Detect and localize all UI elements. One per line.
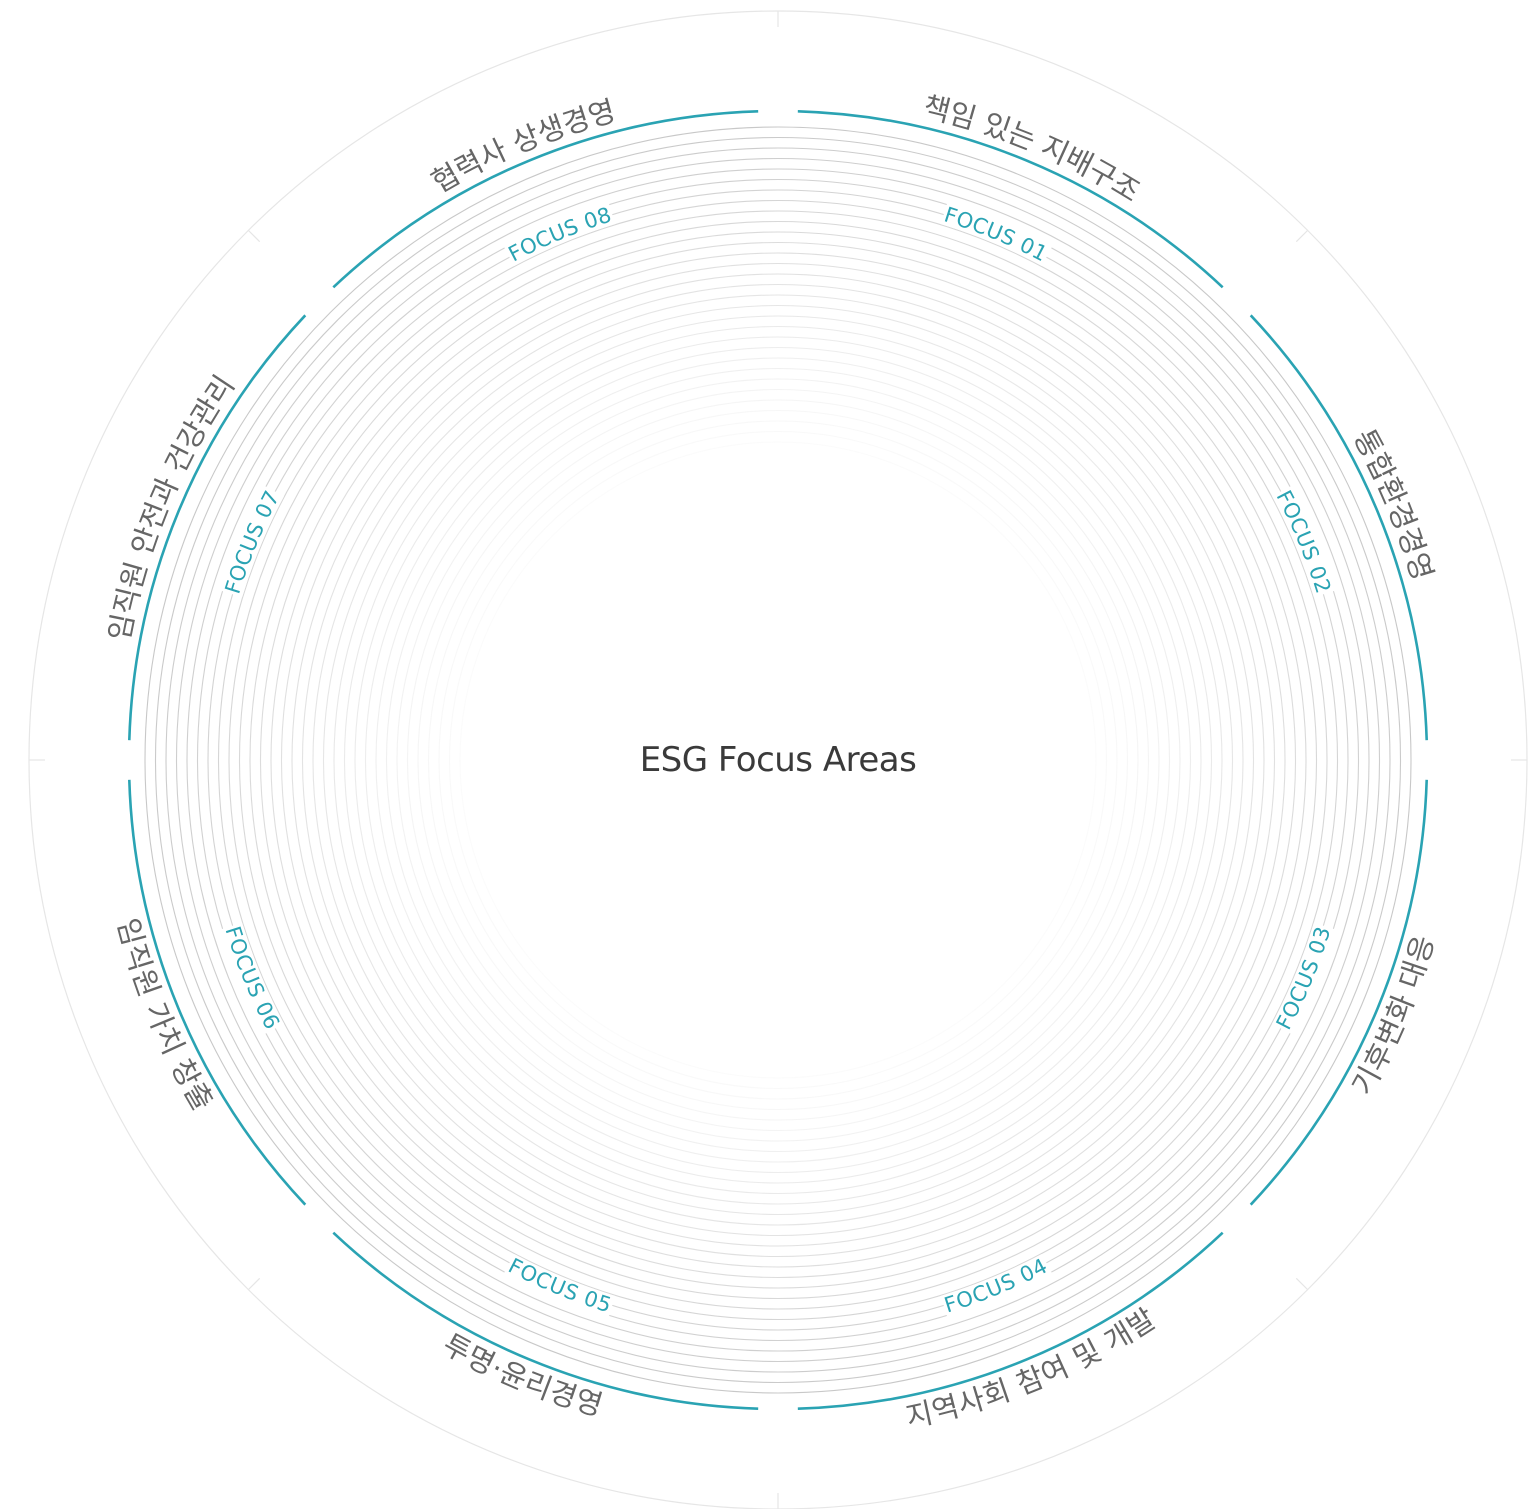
concentric-ring xyxy=(280,262,1276,1258)
concentric-ring xyxy=(196,178,1360,1342)
focus-arc-08 xyxy=(332,110,759,289)
focus-label-backdrop xyxy=(1271,922,1335,1035)
concentric-ring xyxy=(385,367,1171,1153)
concentric-ring xyxy=(154,136,1402,1384)
focus-label-backdrop xyxy=(1271,485,1335,598)
concentric-ring xyxy=(333,315,1223,1205)
concentric-ring xyxy=(228,210,1328,1310)
concentric-ring xyxy=(217,199,1339,1321)
boundary-tick xyxy=(247,1277,261,1291)
concentric-ring xyxy=(175,157,1381,1363)
focus-label-backdrop xyxy=(940,1253,1053,1317)
concentric-ring xyxy=(165,147,1391,1373)
outer-boundary xyxy=(28,10,1528,1509)
concentric-ring xyxy=(438,420,1118,1100)
concentric-ring xyxy=(186,168,1370,1352)
focus-title-05-text: 투명·윤리경영 xyxy=(437,1327,606,1423)
focus-title-08-text: 협력사 상생경영 xyxy=(426,94,619,200)
concentric-ring xyxy=(343,325,1213,1195)
focus-label-backdrop xyxy=(940,203,1053,267)
concentric-ring xyxy=(238,220,1318,1300)
focus-arc-03 xyxy=(1249,779,1428,1206)
focus-arc-01 xyxy=(797,110,1224,289)
focus-label-backdrop xyxy=(503,1253,616,1317)
focus-arc-04 xyxy=(797,1231,1224,1410)
focus-label-backdrop xyxy=(221,922,285,1035)
focus-label-backdrop xyxy=(503,203,616,267)
focus-title-08: 협력사 상생경영 xyxy=(426,94,619,200)
focus-title-07-text: 임직원 안전과 건강관리 xyxy=(102,369,241,643)
focus-title-05: 투명·윤리경영 xyxy=(437,1327,606,1423)
boundary-tick xyxy=(247,229,261,243)
concentric-ring xyxy=(364,346,1192,1174)
boundary-tick xyxy=(1295,1277,1309,1291)
focus-title-06: 임직원 가치 창출 xyxy=(111,915,220,1117)
concentric-ring xyxy=(448,430,1108,1090)
concentric-ring xyxy=(291,273,1265,1247)
focus-title-01-text: 책임 있는 지배구조 xyxy=(920,89,1146,208)
concentric-rings xyxy=(144,126,1412,1394)
concentric-ring xyxy=(259,241,1297,1279)
focus-arc-02 xyxy=(1249,314,1428,741)
concentric-ring xyxy=(270,252,1286,1268)
focus-arcs xyxy=(128,110,1428,1410)
focus-arc-07 xyxy=(128,314,307,741)
concentric-ring xyxy=(207,189,1349,1331)
focus-title-03: 기후변화 대응 xyxy=(1345,932,1441,1101)
focus-title-03-text: 기후변화 대응 xyxy=(1345,932,1441,1101)
center-title: ESG Focus Areas xyxy=(640,740,917,780)
concentric-ring xyxy=(375,357,1181,1163)
focus-title-04: 지역사회 참여 및 개발 xyxy=(903,1302,1162,1435)
focus-label-backdrop xyxy=(221,485,285,598)
concentric-ring xyxy=(354,336,1202,1184)
concentric-ring xyxy=(301,283,1255,1237)
focus-arc-05 xyxy=(332,1231,759,1410)
focus-title-04-text: 지역사회 참여 및 개발 xyxy=(903,1302,1162,1435)
focus-title-07: 임직원 안전과 건강관리 xyxy=(102,369,241,643)
focus-title-06-text: 임직원 가치 창출 xyxy=(111,915,220,1117)
concentric-ring xyxy=(406,388,1150,1132)
concentric-ring xyxy=(459,441,1097,1079)
concentric-ring xyxy=(427,409,1129,1111)
concentric-ring xyxy=(417,399,1139,1121)
concentric-ring xyxy=(249,231,1307,1289)
concentric-ring xyxy=(396,378,1160,1142)
focus-arc-06 xyxy=(128,779,307,1206)
boundary-tick xyxy=(1295,229,1309,243)
concentric-ring xyxy=(312,294,1244,1226)
focus-title-02-text: 통합환경경영 xyxy=(1347,424,1439,585)
focus-title-01: 책임 있는 지배구조 xyxy=(920,89,1146,208)
focus-title-02: 통합환경경영 xyxy=(1347,424,1439,585)
concentric-ring xyxy=(144,126,1412,1394)
concentric-ring xyxy=(322,304,1234,1216)
